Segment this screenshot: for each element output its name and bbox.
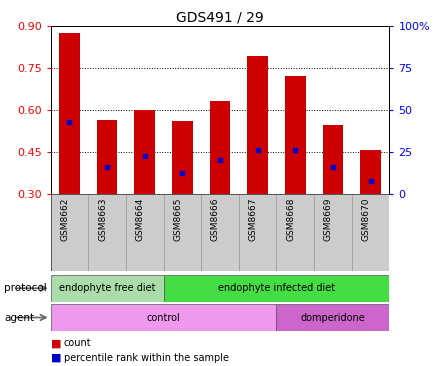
Text: endophyte free diet: endophyte free diet	[59, 283, 155, 293]
Text: protocol: protocol	[4, 283, 47, 293]
Text: GSM8666: GSM8666	[211, 198, 220, 241]
Text: GSM8670: GSM8670	[362, 198, 370, 241]
Text: percentile rank within the sample: percentile rank within the sample	[64, 353, 229, 363]
Bar	[276, 304, 389, 331]
Bar	[323, 125, 343, 194]
Text: ■: ■	[51, 353, 61, 363]
Bar	[209, 101, 231, 194]
Bar	[97, 120, 117, 194]
Bar	[51, 274, 164, 302]
Title: GDS491 / 29: GDS491 / 29	[176, 11, 264, 25]
Point	[103, 164, 110, 170]
Bar	[134, 110, 155, 194]
Bar	[51, 194, 88, 271]
Point	[254, 147, 261, 153]
Point	[216, 157, 224, 163]
Bar	[201, 194, 239, 271]
Point	[367, 179, 374, 184]
Bar	[314, 194, 352, 271]
Point	[292, 147, 299, 153]
Bar	[164, 194, 201, 271]
Bar	[59, 33, 80, 194]
Bar	[276, 194, 314, 271]
Text: GSM8662: GSM8662	[60, 198, 70, 241]
Text: GSM8664: GSM8664	[136, 198, 145, 241]
Point	[330, 164, 337, 170]
Bar	[352, 194, 389, 271]
Text: endophyte infected diet: endophyte infected diet	[218, 283, 335, 293]
Text: GSM8669: GSM8669	[324, 198, 333, 241]
Text: GSM8668: GSM8668	[286, 198, 295, 241]
Text: GSM8665: GSM8665	[173, 198, 182, 241]
Text: count: count	[64, 338, 92, 348]
Bar	[172, 121, 193, 194]
Text: GSM8667: GSM8667	[249, 198, 258, 241]
Bar	[247, 56, 268, 194]
Text: domperidone: domperidone	[301, 313, 365, 322]
Point	[66, 119, 73, 125]
Bar	[360, 150, 381, 194]
Bar	[285, 76, 306, 194]
Point	[179, 170, 186, 176]
Text: GSM8663: GSM8663	[98, 198, 107, 241]
Text: control: control	[147, 313, 180, 322]
Point	[141, 153, 148, 159]
Text: ■: ■	[51, 338, 61, 348]
Bar	[164, 274, 389, 302]
Text: agent: agent	[4, 313, 34, 322]
Bar	[51, 304, 276, 331]
Bar	[239, 194, 276, 271]
Bar	[88, 194, 126, 271]
Bar	[126, 194, 164, 271]
